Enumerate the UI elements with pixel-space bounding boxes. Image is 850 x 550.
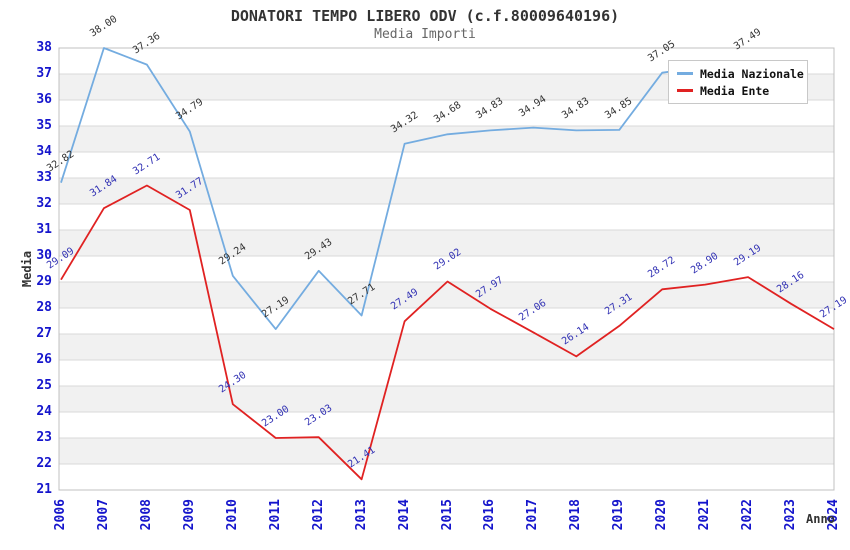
y-tick-label: 29	[36, 274, 52, 289]
x-tick-label: 2006	[53, 499, 68, 531]
legend-label-ente: Media Ente	[700, 83, 770, 98]
chart-subtitle: Media Importi	[374, 27, 476, 42]
y-tick-label: 31	[36, 222, 52, 237]
y-axis-title: Media	[20, 250, 34, 288]
y-tick-label: 25	[36, 378, 52, 393]
legend-swatch-ente-icon	[677, 89, 693, 92]
legend-item-ente: Media Ente	[677, 83, 799, 98]
y-tick-label: 36	[36, 92, 52, 107]
x-tick-label: 2019	[611, 499, 626, 531]
y-tick-label: 34	[36, 144, 52, 159]
y-tick-label: 26	[36, 352, 52, 367]
x-tick-label: 2015	[440, 499, 455, 531]
x-tick-label: 2012	[311, 499, 326, 531]
x-tick-label: 2022	[740, 499, 755, 531]
x-tick-label: 2008	[139, 499, 154, 531]
y-tick-label: 38	[36, 40, 52, 55]
y-tick-label: 24	[36, 404, 52, 419]
x-tick-label: 2016	[482, 499, 497, 531]
x-tick-label: 2017	[525, 499, 540, 531]
x-tick-label: 2023	[783, 499, 798, 531]
legend: Media Nazionale Media Ente	[668, 60, 808, 104]
y-tick-label: 35	[36, 118, 52, 133]
legend-swatch-nazionale-icon	[677, 72, 693, 75]
y-tick-label: 22	[36, 456, 52, 471]
x-tick-label: 2013	[354, 499, 369, 531]
y-tick-label: 33	[36, 170, 52, 185]
y-tick-label: 23	[36, 430, 52, 445]
x-tick-label: 2011	[268, 499, 283, 531]
x-tick-label: 2007	[96, 499, 111, 531]
y-tick-label: 21	[36, 482, 52, 497]
y-tick-label: 32	[36, 196, 52, 211]
legend-item-nazionale: Media Nazionale	[677, 66, 804, 81]
y-tick-label: 30	[36, 248, 52, 263]
x-tick-label: 2021	[697, 499, 712, 531]
legend-label-nazionale: Media Nazionale	[700, 66, 804, 81]
x-tick-label: 2010	[225, 499, 240, 531]
y-tick-label: 28	[36, 300, 52, 315]
x-tick-label: 2020	[654, 499, 669, 531]
series-line-1	[60, 184, 835, 481]
x-tick-label: 2009	[182, 499, 197, 531]
y-tick-label: 27	[36, 326, 52, 341]
y-tick-label: 37	[36, 66, 52, 81]
x-tick-label: 2014	[397, 499, 412, 531]
x-tick-label: 2018	[568, 499, 583, 531]
chart-title: DONATORI TEMPO LIBERO ODV (c.f.800096401…	[230, 7, 620, 25]
series-line-0	[60, 47, 749, 331]
x-axis-title: Anno	[806, 512, 835, 526]
